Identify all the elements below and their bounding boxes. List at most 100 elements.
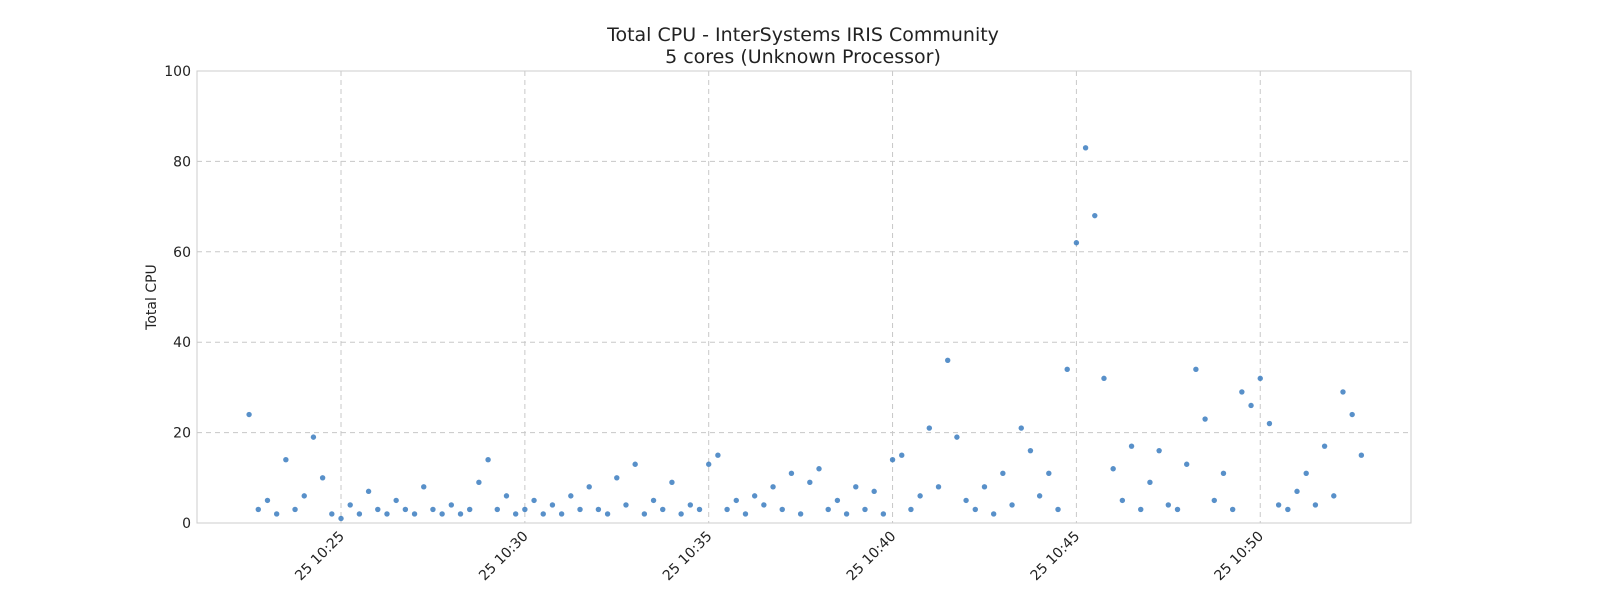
point — [917, 493, 923, 499]
point — [1092, 212, 1098, 219]
point — [1349, 411, 1355, 418]
point — [273, 511, 280, 517]
point — [310, 434, 317, 440]
x-tick-label: 25 10:40 — [844, 529, 900, 585]
point — [558, 511, 565, 517]
point — [476, 479, 482, 486]
point — [485, 457, 491, 463]
point — [1128, 443, 1135, 449]
point — [1009, 502, 1015, 508]
x-tick-label: 25 10:25 — [292, 529, 348, 585]
point — [1082, 145, 1089, 151]
point — [1275, 502, 1282, 508]
point — [1358, 452, 1365, 458]
point — [1073, 240, 1080, 246]
point — [954, 434, 960, 440]
point — [706, 461, 712, 467]
y-tick-label: 40 — [173, 335, 191, 351]
point — [393, 497, 399, 504]
point — [751, 493, 758, 499]
point — [733, 497, 739, 504]
point — [1101, 375, 1107, 382]
point — [853, 484, 859, 490]
point — [1110, 466, 1116, 472]
point — [889, 457, 896, 463]
point — [1211, 497, 1217, 504]
point — [1220, 470, 1227, 476]
point — [568, 493, 574, 499]
point — [650, 497, 657, 504]
point — [586, 484, 592, 490]
point — [834, 497, 841, 504]
chart-title: Total CPU - InterSystems IRIS Community — [606, 24, 999, 46]
plot-frame — [196, 70, 1412, 524]
point — [512, 511, 519, 517]
point — [1340, 389, 1346, 395]
point — [990, 511, 997, 517]
point — [319, 475, 326, 481]
point — [1193, 366, 1199, 373]
point — [1229, 506, 1236, 513]
point — [669, 479, 675, 486]
point — [632, 461, 638, 467]
point — [1321, 443, 1328, 449]
point — [1000, 470, 1006, 476]
point — [549, 502, 556, 508]
point — [1184, 461, 1190, 467]
point — [531, 497, 537, 504]
point — [457, 511, 464, 517]
point — [770, 484, 776, 490]
point — [604, 511, 611, 517]
point — [715, 452, 721, 458]
point — [1165, 502, 1172, 508]
point — [1312, 502, 1319, 508]
y-tick-label: 100 — [164, 64, 191, 80]
point — [283, 457, 289, 463]
point — [577, 506, 583, 513]
point — [926, 425, 933, 431]
point — [356, 511, 363, 517]
point — [375, 506, 381, 513]
point — [1266, 420, 1273, 427]
point — [1285, 506, 1291, 513]
point — [807, 479, 813, 486]
point — [779, 506, 785, 513]
point — [1239, 389, 1245, 395]
point — [788, 470, 795, 476]
point — [439, 511, 445, 517]
point — [1119, 497, 1126, 504]
point — [660, 506, 666, 513]
point — [522, 506, 528, 513]
point — [301, 493, 307, 499]
point — [1303, 470, 1309, 476]
point — [1147, 479, 1153, 486]
point — [972, 506, 978, 513]
point — [448, 502, 455, 508]
point — [797, 511, 804, 517]
point — [1027, 447, 1034, 454]
y-tick-label: 20 — [173, 426, 191, 442]
point — [614, 475, 620, 481]
point — [1055, 506, 1061, 513]
point — [963, 497, 969, 504]
point — [1248, 402, 1254, 409]
point — [816, 466, 822, 472]
x-tick-label: 25 10:45 — [1028, 529, 1084, 585]
point — [292, 506, 298, 513]
point — [742, 511, 749, 517]
point — [724, 506, 730, 513]
point — [1257, 375, 1263, 382]
y-tick-label: 80 — [173, 154, 191, 170]
point — [825, 506, 831, 513]
point — [862, 506, 868, 513]
point — [899, 452, 905, 458]
chart-subtitle: 5 cores (Unknown Processor) — [665, 46, 941, 68]
point — [430, 506, 436, 513]
point — [641, 511, 648, 517]
y-tick-label: 0 — [182, 516, 191, 532]
point — [871, 488, 877, 495]
point — [935, 484, 942, 490]
point — [1294, 488, 1300, 495]
point — [540, 511, 546, 517]
